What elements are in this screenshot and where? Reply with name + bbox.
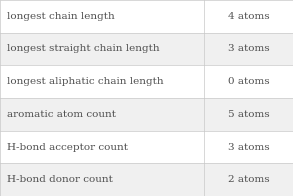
- Text: 2 atoms: 2 atoms: [227, 175, 269, 184]
- Text: longest chain length: longest chain length: [7, 12, 115, 21]
- Bar: [0, 163, 293, 196]
- Text: 4 atoms: 4 atoms: [227, 12, 269, 21]
- Text: aromatic atom count: aromatic atom count: [7, 110, 116, 119]
- Text: 3 atoms: 3 atoms: [227, 44, 269, 54]
- Bar: [0, 0, 293, 33]
- Text: 3 atoms: 3 atoms: [227, 142, 269, 152]
- Text: 5 atoms: 5 atoms: [227, 110, 269, 119]
- Bar: [0, 33, 293, 65]
- Text: 0 atoms: 0 atoms: [227, 77, 269, 86]
- Text: H-bond donor count: H-bond donor count: [7, 175, 113, 184]
- Bar: [0, 131, 293, 163]
- Text: longest aliphatic chain length: longest aliphatic chain length: [7, 77, 164, 86]
- Bar: [0, 65, 293, 98]
- Text: longest straight chain length: longest straight chain length: [7, 44, 160, 54]
- Bar: [0, 98, 293, 131]
- Text: H-bond acceptor count: H-bond acceptor count: [7, 142, 128, 152]
